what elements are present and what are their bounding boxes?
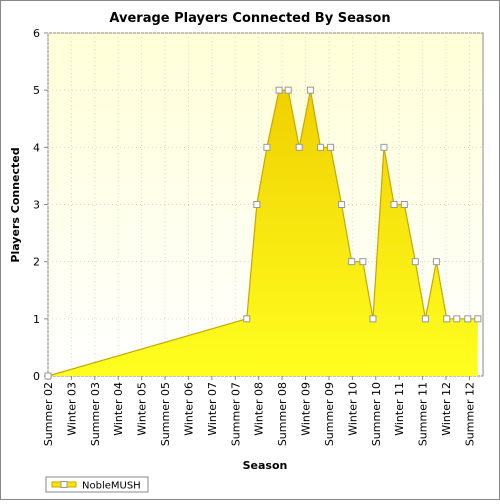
x-tick-label: Summer 08 (276, 382, 289, 446)
marker (284, 86, 292, 94)
chart-title: Average Players Connected By Season (109, 11, 390, 26)
marker (243, 315, 251, 323)
marker (44, 372, 52, 380)
x-tick-label: Summer 05 (159, 382, 172, 446)
marker (464, 315, 472, 323)
marker (380, 143, 388, 151)
x-tick-label: Winter 12 (440, 382, 453, 436)
marker (474, 315, 482, 323)
x-tick-label: Winter 06 (182, 382, 195, 436)
x-tick-label: Winter 08 (253, 382, 266, 436)
y-axis-label: Players Connected (9, 147, 22, 262)
x-tick-label: Summer 02 (42, 382, 55, 446)
marker (421, 315, 429, 323)
x-tick-label: Winter 07 (206, 382, 219, 436)
marker (411, 258, 419, 266)
legend-marker (60, 481, 68, 488)
x-axis-label: Season (243, 459, 288, 472)
marker (390, 201, 398, 208)
marker (253, 201, 261, 208)
marker (263, 143, 271, 151)
y-tick-label: 1 (33, 313, 40, 326)
legend-label: NobleMUSH (82, 481, 141, 492)
marker (275, 86, 283, 94)
marker (400, 201, 408, 208)
x-tick-label: Summer 07 (229, 382, 242, 446)
y-tick-label: 6 (33, 27, 40, 40)
marker (359, 258, 367, 266)
x-tick-label: Summer 03 (89, 382, 102, 446)
y-tick-label: 3 (33, 199, 40, 212)
marker (295, 143, 303, 151)
marker (453, 315, 461, 323)
marker (327, 143, 335, 151)
x-tick-label: Summer 11 (417, 382, 430, 446)
marker (317, 143, 325, 151)
legend (45, 476, 149, 493)
x-tick-label: Winter 05 (136, 382, 149, 436)
x-tick-label: Winter 04 (112, 382, 125, 436)
marker (306, 86, 314, 94)
x-tick-label: Winter 09 (300, 382, 313, 436)
marker (338, 201, 346, 208)
y-tick-label: 5 (33, 84, 40, 97)
x-tick-label: Winter 10 (346, 382, 359, 436)
y-tick-label: 2 (33, 256, 40, 269)
marker (432, 258, 440, 266)
y-tick-label: 4 (33, 141, 40, 154)
y-tick-label: 0 (33, 370, 40, 383)
line (47, 89, 478, 377)
x-tick-label: Summer 10 (370, 382, 383, 446)
x-tick-label: Winter 11 (393, 382, 406, 436)
x-tick-label: Summer 09 (323, 382, 336, 446)
x-tick-label: Winter 03 (65, 382, 78, 436)
marker (348, 258, 356, 266)
x-tick-label: Summer 12 (463, 382, 476, 446)
marker (443, 315, 451, 323)
marker (369, 315, 377, 323)
